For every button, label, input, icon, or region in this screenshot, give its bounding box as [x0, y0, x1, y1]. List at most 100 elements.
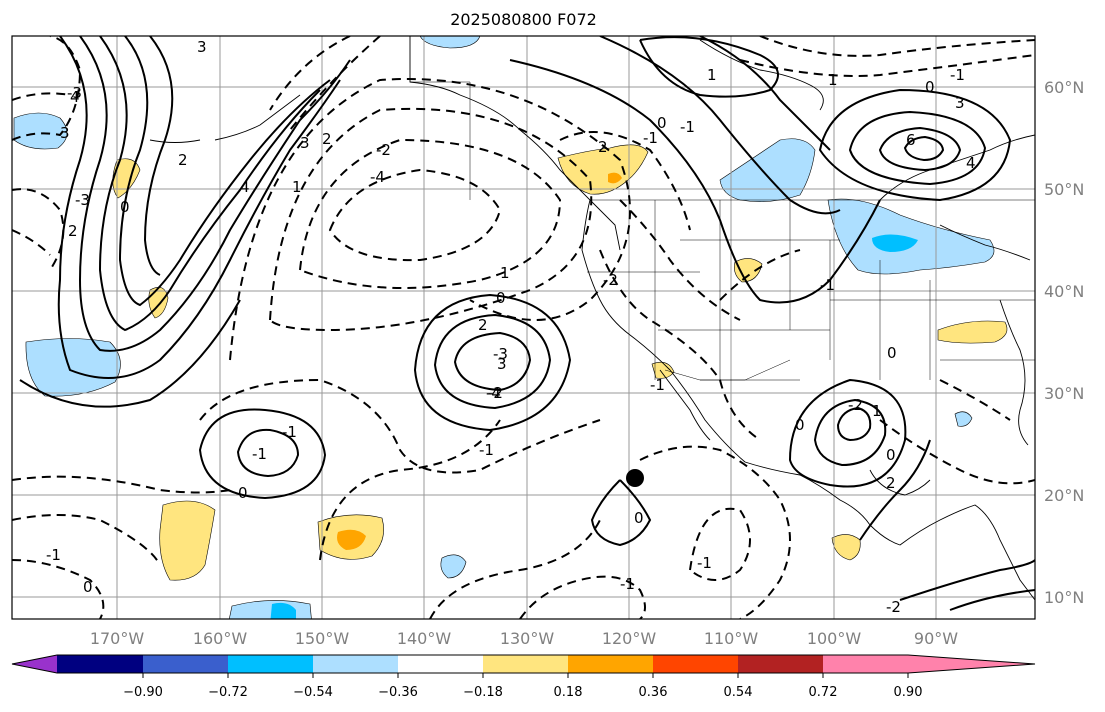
contour-label: 0: [795, 416, 805, 434]
colorbar: −0.90 −0.72 −0.54 −0.36 −0.18 0.18 0.36 …: [11, 654, 1036, 700]
lat-label: 10°N: [1044, 588, 1084, 607]
contour-label: 0: [634, 509, 644, 527]
latitude-labels: 60°N 50°N 40°N 30°N 20°N 10°N: [1044, 78, 1084, 607]
contour-label: -1: [643, 129, 658, 147]
contour-label: -1: [697, 554, 712, 572]
colorbar-segment: [57, 655, 143, 673]
colorbar-tick-label: 0.36: [639, 685, 668, 700]
contour-label: -2: [603, 271, 618, 289]
lon-label: 100°W: [807, 629, 862, 648]
contour-label: -4: [370, 168, 385, 186]
lon-label: 120°W: [602, 629, 657, 648]
colorbar-tick-label: 0.18: [554, 685, 583, 700]
contour-label: 3: [197, 38, 207, 56]
contour-label: -1: [950, 66, 965, 84]
lat-label: 30°N: [1044, 384, 1084, 403]
colorbar-tick-label: 0.72: [809, 685, 838, 700]
lon-label: 170°W: [90, 629, 145, 648]
contour-label: 0: [657, 114, 667, 132]
contour-label: -1: [252, 445, 267, 463]
colorbar-tick-label: 0.90: [894, 685, 923, 700]
contour-label: 1: [707, 66, 717, 84]
colorbar-segment: [908, 655, 1035, 673]
contour-label: 1: [292, 178, 302, 196]
contour-label: 3: [955, 94, 965, 112]
plot-title: 2025080800 F072: [450, 10, 597, 29]
colorbar-tick-label: −0.90: [123, 685, 163, 700]
lat-label: 60°N: [1044, 78, 1084, 97]
contour-label: 4: [70, 88, 80, 106]
contour-label: 0: [925, 78, 935, 96]
contour-label: -1: [282, 423, 297, 441]
contour-label: 3: [60, 124, 70, 142]
contour-label: 0: [496, 289, 506, 307]
colorbar-segment: [12, 655, 57, 673]
contour-label: -1: [479, 441, 494, 459]
contour-label: -1: [820, 276, 835, 294]
contour-label: -2: [886, 598, 901, 616]
colorbar-segment: [228, 655, 313, 673]
contour-label: -1: [46, 546, 61, 564]
lon-label: 140°W: [397, 629, 452, 648]
contour-label: -1: [650, 376, 665, 394]
colorbar-segment: [313, 655, 398, 673]
contour-label: 0: [238, 484, 248, 502]
longitude-labels: 170°W 160°W 150°W 140°W 130°W 120°W 110°…: [90, 629, 958, 648]
contour-label: 1: [872, 402, 882, 420]
lat-label: 40°N: [1044, 282, 1084, 301]
contour-label: 3: [497, 355, 507, 373]
storm-marker: [626, 469, 644, 487]
colorbar-tick-label: −0.18: [463, 685, 503, 700]
colorbar-segment: [398, 655, 483, 673]
colorbar-tick-label: −0.72: [208, 685, 248, 700]
colorbar-segment: [653, 655, 738, 673]
contour-label: 4: [966, 154, 976, 172]
colorbar-segment: [823, 655, 908, 673]
contour-label: -3: [75, 191, 90, 209]
contour-label: 1: [500, 264, 510, 282]
lon-label: 110°W: [704, 629, 759, 648]
lon-label: 150°W: [295, 629, 350, 648]
contour-lines: [19, 36, 1035, 611]
contour-label: 2: [886, 474, 896, 492]
colorbar-tick-label: 0.54: [724, 685, 753, 700]
contour-label: 4: [240, 178, 250, 196]
lon-label: 160°W: [193, 629, 248, 648]
contour-label: -2: [376, 141, 391, 159]
coastlines: [149, 36, 1035, 601]
colorbar-tick-label: −0.36: [378, 685, 418, 700]
colorbar-segment: [143, 655, 228, 673]
contour-label: -2: [488, 384, 503, 402]
contour-label: 0: [887, 344, 897, 362]
colorbar-segment: [483, 655, 568, 673]
colorbar-segment: [568, 655, 653, 673]
negative-contours: [12, 36, 1035, 619]
lat-label: 20°N: [1044, 486, 1084, 505]
colorbar-segment: [738, 655, 823, 673]
contour-label: 2: [178, 151, 188, 169]
contour-label: -3: [493, 345, 508, 363]
map-frame: [11, 35, 1036, 620]
contour-label: 2: [322, 130, 332, 148]
contour-label: 3: [300, 134, 310, 152]
contour-label: 2: [478, 316, 488, 334]
gridlines: [12, 36, 1035, 619]
contour-label: -1: [680, 118, 695, 136]
lon-label: 130°W: [500, 629, 555, 648]
contour-label: 0: [83, 578, 93, 596]
contour-label: -1: [620, 575, 635, 593]
contour-labels: 3 4 3 2 0 2 4 3 2 1 0 -1 -3 -2 -3 -4 0 1…: [46, 38, 976, 616]
shaded-fields: [13, 36, 1008, 619]
contour-label: 1: [828, 71, 838, 89]
colorbar-tick-label: −0.54: [293, 685, 333, 700]
contour-label: 2: [68, 222, 78, 240]
contour-label: -3: [67, 84, 82, 102]
contour-label: 0: [120, 198, 130, 216]
contour-label: -4: [486, 384, 501, 402]
lat-label: 50°N: [1044, 180, 1084, 199]
contour-label: 0: [886, 446, 896, 464]
contour-label: 6: [906, 131, 916, 149]
contour-label: -2: [848, 396, 863, 414]
lon-label: 90°W: [914, 629, 958, 648]
